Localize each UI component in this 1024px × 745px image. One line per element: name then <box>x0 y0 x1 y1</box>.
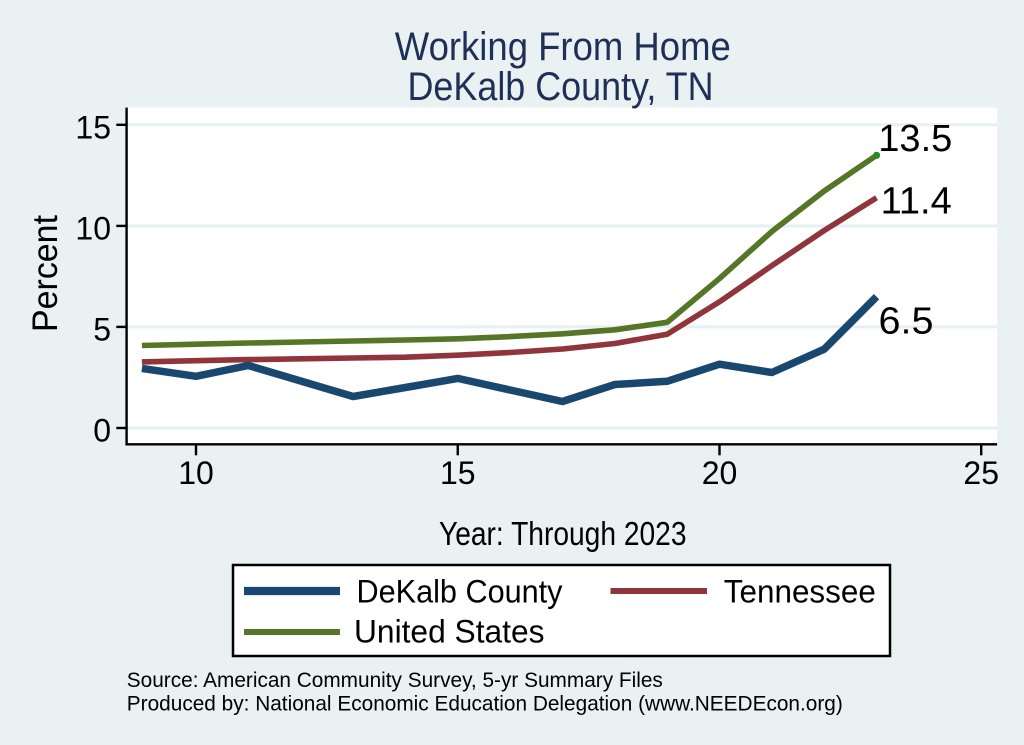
svg-text:15: 15 <box>440 455 476 491</box>
svg-text:13.5: 13.5 <box>878 118 952 160</box>
svg-text:Source: American Community Sur: Source: American Community Survey, 5-yr … <box>127 669 663 692</box>
svg-text:Year: Through 2023: Year: Through 2023 <box>439 515 687 552</box>
svg-text:15: 15 <box>75 109 111 145</box>
svg-text:10: 10 <box>75 210 111 246</box>
svg-text:0: 0 <box>93 413 111 449</box>
svg-text:Tennessee: Tennessee <box>724 574 876 610</box>
svg-text:DeKalb County: DeKalb County <box>357 574 563 610</box>
svg-text:20: 20 <box>702 455 738 491</box>
svg-text:5: 5 <box>93 311 111 347</box>
svg-text:10: 10 <box>178 455 214 491</box>
svg-text:United States: United States <box>354 614 545 650</box>
svg-text:11.4: 11.4 <box>881 181 952 223</box>
svg-text:6.5: 6.5 <box>879 300 934 342</box>
svg-text:Produced by: National Economic: Produced by: National Economic Education… <box>127 693 843 716</box>
svg-text:DeKalb County, TN: DeKalb County, TN <box>408 65 714 109</box>
svg-text:25: 25 <box>963 455 999 491</box>
svg-text:Working From Home: Working From Home <box>395 25 731 69</box>
svg-text:Percent: Percent <box>26 215 65 332</box>
